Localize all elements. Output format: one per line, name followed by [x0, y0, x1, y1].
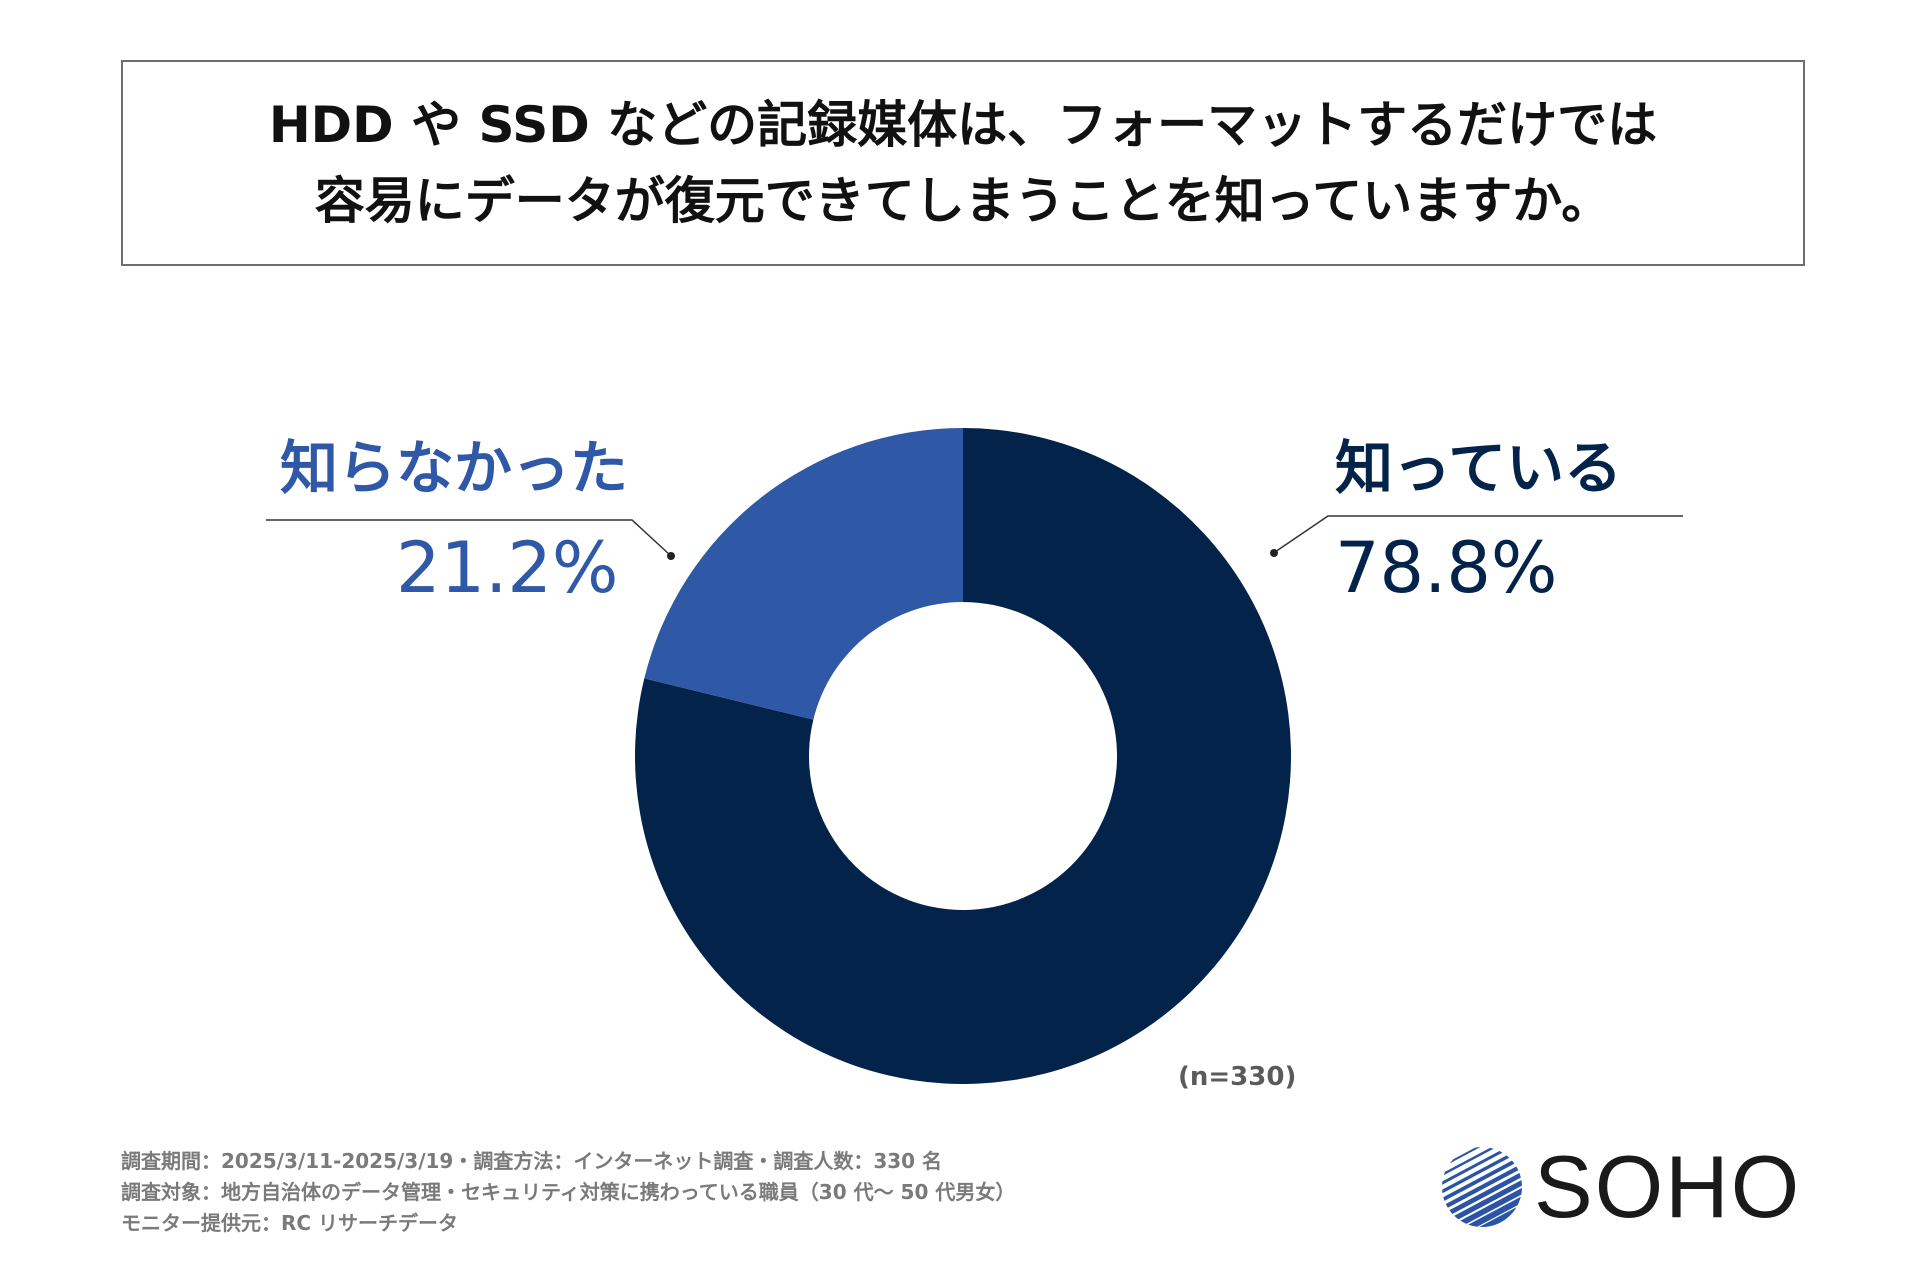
- value-known: 78.8%: [1335, 527, 1558, 609]
- logo-text: SOHO: [1534, 1137, 1802, 1236]
- value-unknown: 21.2%: [396, 527, 619, 609]
- leader-line-known: [1274, 515, 1683, 553]
- globe-stripe: [1452, 1192, 1522, 1227]
- globe-stripe: [1442, 1147, 1512, 1180]
- leader-line-unknown: [266, 519, 671, 556]
- globe-stripe: [1442, 1148, 1522, 1200]
- globe-stripe: [1442, 1147, 1519, 1194]
- globe-stripe: [1442, 1154, 1522, 1207]
- soho-logo: SOHO: [1440, 1142, 1801, 1232]
- slice-unknown: [644, 427, 963, 720]
- globe-stripe: [1442, 1173, 1522, 1227]
- globe-stripe: [1442, 1147, 1515, 1187]
- label-known: 知っている: [1335, 434, 1623, 502]
- footnote-period: 調査期間：2025/3/11-2025/3/19・調査方法：インターネット調査・…: [121, 1149, 943, 1173]
- globe-stripe: [1442, 1160, 1522, 1214]
- footnote-provider: モニター提供元：RC リサーチデータ: [121, 1211, 459, 1235]
- globe-stripe: [1445, 1179, 1522, 1227]
- label-unknown: 知らなかった: [280, 434, 629, 502]
- slice-known: [635, 428, 1292, 1084]
- title-line-1: HDD や SSD などの記録媒体は、フォーマットするだけでは: [268, 96, 1658, 154]
- survey-footnotes: 調査期間：2025/3/11-2025/3/19・調査方法：インターネット調査・…: [121, 1146, 1015, 1239]
- globe-stripe: [1442, 1167, 1522, 1221]
- sample-size-note: (n=330): [1178, 1062, 1297, 1092]
- title-line-2: 容易にデータが復元できてしまうことを知っていますか。: [314, 172, 1612, 230]
- footnote-target: 調査対象：地方自治体のデータ管理・セキュリティ対策に携わっている職員（30 代～…: [121, 1180, 1016, 1204]
- title-box: HDD や SSD などの記録媒体は、フォーマットするだけでは 容易にデータが復…: [121, 60, 1805, 266]
- leader-dot-unknown: [667, 552, 675, 560]
- striped-globe-icon: [1442, 1147, 1522, 1227]
- leader-dot-known: [1270, 549, 1278, 557]
